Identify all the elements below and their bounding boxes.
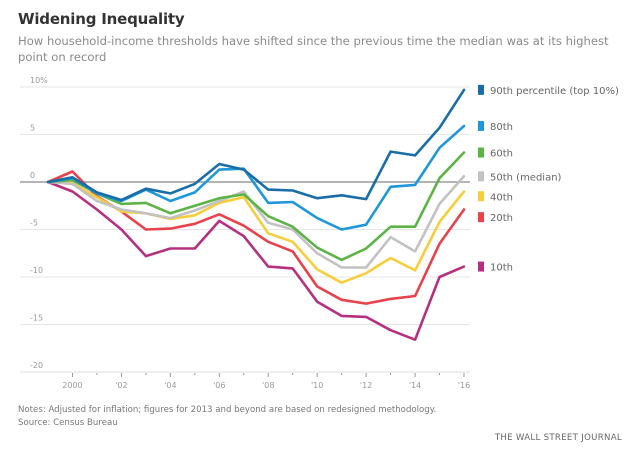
x-tick-label: '10 [311, 381, 323, 390]
y-tick-label: -15 [30, 314, 43, 323]
x-tick-label: 2000 [62, 381, 82, 390]
y-tick-label: 10% [30, 76, 48, 85]
x-axis: 2000 '02 '04 '06 '08 '10 '12 '14 '16 [62, 373, 470, 390]
x-tick-label: '14 [409, 381, 421, 390]
y-tick-label: 0 [30, 171, 35, 180]
x-tick-label: '04 [164, 381, 176, 390]
legend-label: 50th (median) [490, 172, 562, 183]
chart-subtitle: How household-income thresholds have shi… [18, 34, 609, 64]
legend-swatch [478, 147, 484, 158]
legend: 90th percentile (top 10%) 80th 60th 50th (m… [478, 84, 619, 274]
legend-swatch [478, 120, 484, 131]
legend-label: 10th [490, 263, 513, 274]
y-tick-label: -5 [30, 219, 38, 228]
series-layer [46, 88, 466, 342]
series-line-90th [46, 88, 466, 202]
y-tick-label: -20 [30, 361, 43, 370]
series-line-60th [46, 151, 466, 262]
x-tick-label: '12 [360, 381, 372, 390]
x-tick-label: '16 [458, 381, 470, 390]
legend-swatch [478, 261, 484, 272]
legend-swatch [478, 84, 484, 95]
legend-swatch [478, 212, 484, 223]
legend-label: 40th [490, 192, 513, 203]
legend-swatch [478, 191, 484, 202]
legend-label: 90th percentile (top 10%) [490, 86, 619, 97]
x-tick-label: '02 [115, 381, 127, 390]
series-line-20th [46, 170, 466, 305]
y-tick-label: 5 [30, 124, 35, 133]
publisher-credit: THE WALL STREET JOURNAL [494, 433, 622, 443]
series-line-50th [46, 175, 466, 269]
notes-text: Notes: Adjusted for inflation; figures f… [18, 405, 437, 415]
source-text: Source: Census Bureau [18, 418, 118, 428]
grid-layer: 10% 5 0 -5 -10 -15 -20 [20, 76, 470, 373]
chart-notes: Notes: Adjusted for inflation; figures f… [18, 404, 436, 430]
chart-title: Widening Inequality [18, 10, 185, 28]
x-tick-label: '08 [262, 381, 274, 390]
legend-label: 80th [490, 122, 513, 133]
x-tick-label: '06 [213, 381, 225, 390]
legend-label: 20th [490, 213, 513, 224]
legend-label: 60th [490, 149, 513, 160]
series-line-10th [46, 180, 466, 342]
legend-swatch [478, 171, 484, 182]
y-tick-label: -10 [30, 266, 43, 275]
